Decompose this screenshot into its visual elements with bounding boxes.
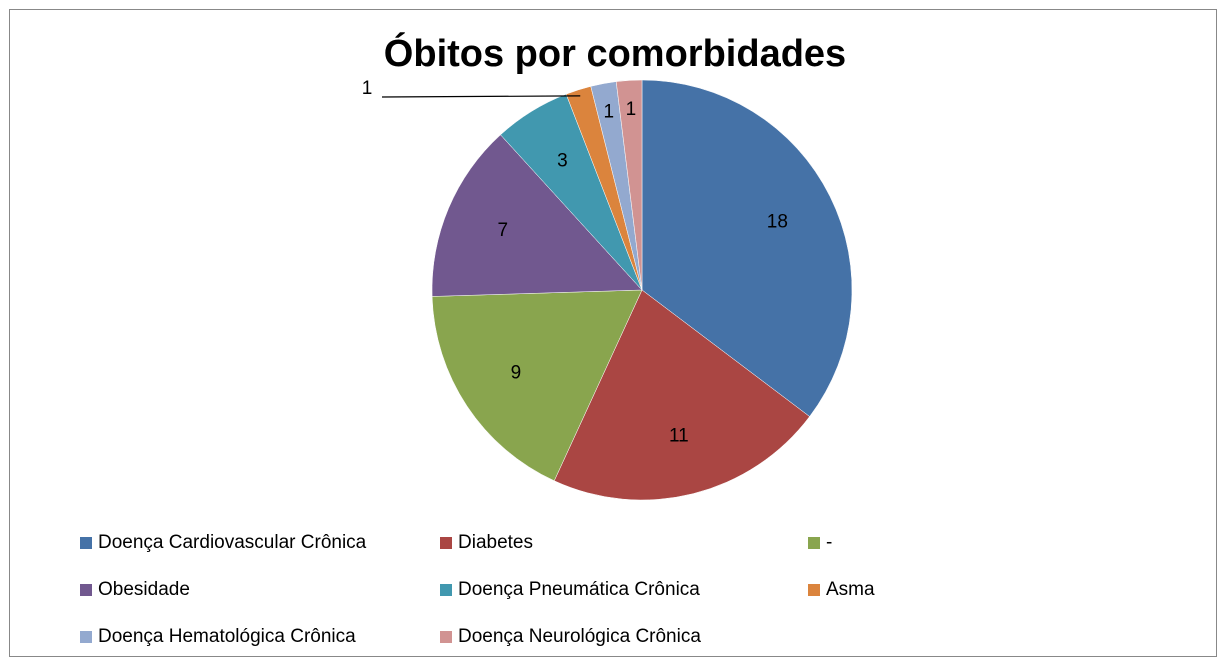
legend-label: Obesidade (98, 579, 190, 600)
legend-swatch (80, 584, 92, 596)
legend-label: Doença Pneumática Crônica (458, 579, 700, 600)
pie-slice (641, 79, 853, 417)
data-label: 1 (362, 78, 373, 99)
data-label: 9 (511, 363, 522, 384)
legend-label: Doença Hematológica Crônica (98, 626, 356, 647)
legend-label: Doença Cardiovascular Crônica (98, 532, 367, 553)
chart-title: Óbitos por comorbidades (384, 31, 846, 75)
pie-slice (615, 79, 643, 291)
legend-label: Doença Neurológica Crônica (458, 626, 701, 647)
legend-label: Diabetes (458, 532, 533, 553)
legend-label: - (826, 532, 832, 553)
legend-swatch (808, 584, 820, 596)
data-label: 7 (497, 220, 508, 241)
data-label: 1 (604, 101, 615, 122)
legend-swatch (80, 631, 92, 643)
legend-swatch (440, 584, 452, 596)
leader-line (381, 95, 581, 98)
legend-label: Asma (826, 579, 875, 600)
legend-swatch (808, 537, 820, 549)
legend-swatch (440, 631, 452, 643)
data-label: 3 (557, 150, 568, 171)
legend-swatch (440, 537, 452, 549)
pie-slice (431, 289, 643, 482)
pie-slice (431, 134, 643, 297)
data-label: 11 (669, 426, 689, 447)
data-label: 18 (767, 212, 788, 233)
legend-swatch (80, 537, 92, 549)
data-label: 1 (626, 99, 637, 120)
